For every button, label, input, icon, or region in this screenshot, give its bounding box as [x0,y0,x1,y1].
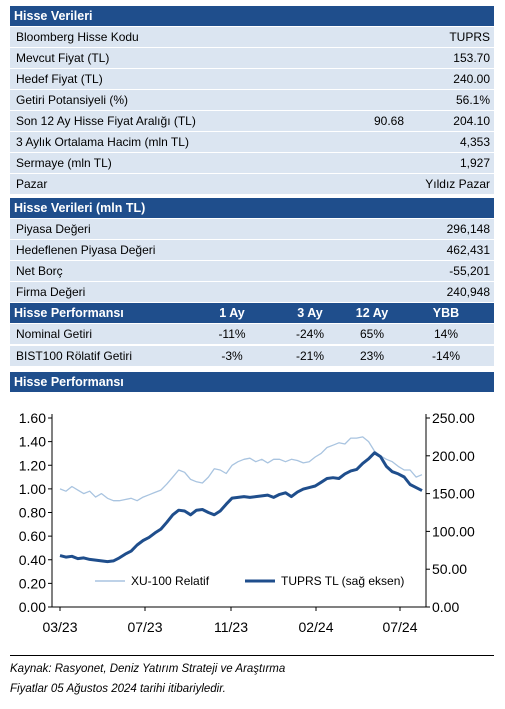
y-left-tick-label: 0.80 [19,505,46,521]
row-value: 462,431 [446,243,490,257]
table-row: Hedeflenen Piyasa Değeri 462,431 [10,240,494,261]
performance-column-header: 12 Ay [355,306,389,320]
row-label: Bloomberg Hisse Kodu [16,30,139,44]
table-row: Pazar Yıldız Pazar [10,174,494,195]
row-value: 56.1% [455,93,490,107]
source-note: Kaynak: Rasyonet, Deniz Yatırım Strateji… [10,663,286,675]
row-label: Piyasa Değeri [16,222,91,236]
y-right-tick-label: 250.00 [432,410,475,426]
legend-label-relative: XU-100 Relatif [131,574,210,588]
performance-chart: 0.00 0.20 0.40 0.60 0.80 1.00 1.20 1.40 1.60 0.00… [10,398,494,644]
y-left-tick-label: 0.60 [19,528,46,544]
table-row: 3 Aylık Ortalama Hacim (mln TL) 4,353 [10,132,494,153]
y-left-tick-label: 1.00 [19,481,46,497]
row-label: Firma Değeri [16,285,86,299]
row-value: 4,353 [459,135,490,149]
x-tick-label: 11/23 [214,619,248,635]
row-label: Net Borç [16,264,63,278]
row-value: 240.00 [453,72,490,86]
performance-title: Hisse Performansı [14,306,124,320]
x-tick-label: 07/23 [127,619,162,635]
y-right-tick-label: 0.00 [432,599,459,615]
y-left-tick-label: 1.20 [19,457,46,473]
performance-value: -24% [295,327,324,341]
performance-row: BIST100 Rölatif Getiri -3% -21% 23% -14% [10,346,494,367]
table-row: Firma Değeri 240,948 [10,282,494,303]
performance-value: 23% [359,349,385,363]
y-left-tick-label: 0.00 [19,599,46,615]
row-label: 3 Aylık Ortalama Hacim (mln TL) [16,135,189,149]
row-label: Hedef Fiyat (TL) [16,72,103,86]
x-tick-label: 02/24 [298,619,333,635]
row-label: Getiri Potansiyeli (%) [16,93,129,107]
price-date-note: Fiyatlar 05 Ağustos 2024 tarihi itibariy… [10,683,226,695]
y-right-tick-label: 200.00 [432,448,475,464]
performance-value: -3% [221,349,243,363]
row-value: 240,948 [446,285,490,299]
row-label: BIST100 Rölatif Getiri [16,349,133,363]
section-header-chart: Hisse Performansı [10,372,494,392]
y-right-tick-label: 100.00 [432,523,475,539]
performance-value: 14% [433,327,459,341]
table-row: Sermaye (mln TL) 1,927 [10,153,494,174]
performance-column-header: 3 Ay [297,306,323,320]
y-left-tick-label: 0.20 [19,575,46,591]
y-left-tick-label: 0.40 [19,552,46,568]
performance-value: -14% [431,349,460,363]
row-label: Pazar [16,177,48,191]
row-label: Sermaye (mln TL) [16,156,112,170]
performance-value: -11% [218,327,246,341]
section-header-stock-data-mln: Hisse Verileri (mln TL) [10,198,494,218]
performance-column-header: 1 Ay [219,306,245,320]
row-label: Son 12 Ay Hisse Fiyat Aralığı (TL) [16,114,196,128]
series-line-price [59,451,423,564]
row-value: 296,148 [446,222,490,236]
performance-row: Nominal Getiri -11% -24% 65% 14% [10,324,494,345]
table-row: Son 12 Ay Hisse Fiyat Aralığı (TL) 90.68 2… [10,111,494,132]
performance-column-header: YBB [432,306,460,320]
row-value: Yıldız Pazar [425,177,490,191]
performance-value: -21% [295,349,324,363]
y-right-tick-label: 50.00 [432,561,467,577]
row-label: Mevcut Fiyat (TL) [16,51,110,65]
table-row: Net Borç -55,201 [10,261,494,282]
row-value: 204.10 [453,114,490,128]
chart-svg: 0.00 0.20 0.40 0.60 0.80 1.00 1.20 1.40 1.60 0.00… [19,410,475,635]
row-value-low: 90.68 [373,114,404,128]
row-value: TUPRS [449,30,490,44]
row-label: Hedeflenen Piyasa Değeri [16,243,156,257]
row-value: 153.70 [453,51,490,65]
divider [10,655,494,656]
y-left-tick-label: 1.40 [19,434,46,450]
row-value: -55,201 [449,264,490,278]
y-left-tick-label: 1.60 [19,410,46,426]
section-header-stock-data: Hisse Verileri [10,6,494,26]
x-tick-label: 03/23 [42,619,77,635]
table-row: Hedef Fiyat (TL) 240.00 [10,69,494,90]
y-right-tick-label: 150.00 [432,486,475,502]
table-row: Bloomberg Hisse Kodu TUPRS [10,27,494,48]
section-header-performance: Hisse Performansı 1 Ay 3 Ay 12 Ay YBB [10,303,494,323]
series-line-relative [59,436,423,502]
legend-label-price: TUPRS TL (sağ eksen) [281,574,404,588]
x-tick-label: 07/24 [382,619,417,635]
table-row: Getiri Potansiyeli (%) 56.1% [10,90,494,111]
performance-value: 65% [359,327,385,341]
table-row: Mevcut Fiyat (TL) 153.70 [10,48,494,69]
row-label: Nominal Getiri [16,327,93,341]
table-row: Piyasa Değeri 296,148 [10,219,494,240]
row-value: 1,927 [459,156,490,170]
